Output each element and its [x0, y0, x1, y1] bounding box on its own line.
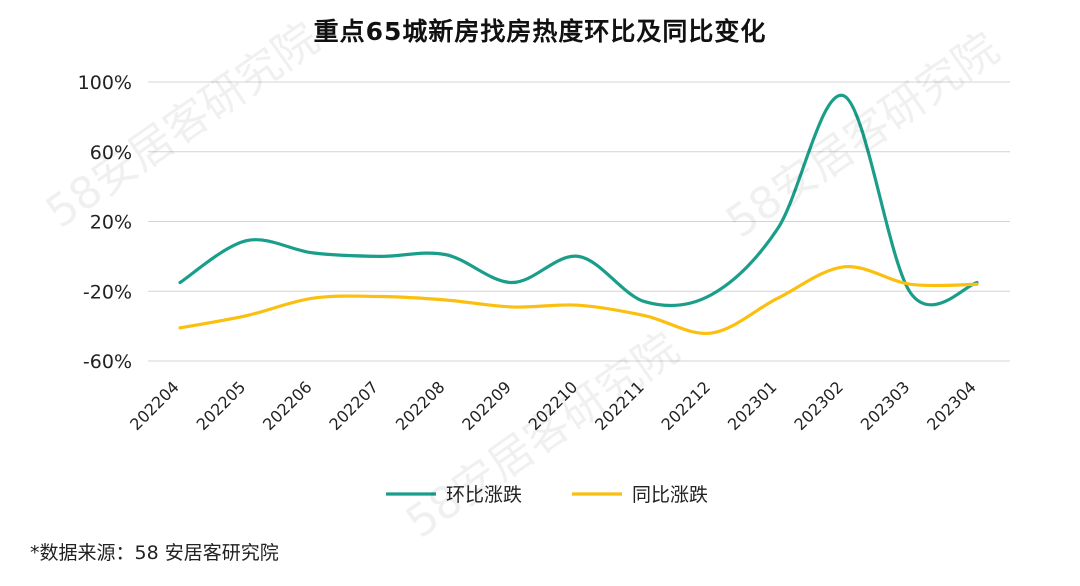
legend: 环比涨跌 同比涨跌 [386, 484, 708, 506]
y-tick-label: -60% [83, 351, 132, 373]
series-line [178, 93, 979, 308]
y-tick-label: 20% [90, 212, 132, 234]
x-tick-label: 202211 [591, 377, 648, 434]
x-tick-label: 202303 [857, 377, 914, 434]
x-tick-label: 202304 [923, 377, 980, 434]
x-tick-label: 202302 [790, 377, 847, 434]
legend-label: 同比涨跌 [632, 484, 708, 506]
x-axis-ticks: 202204 202205 202206 202207 202208 202209 2022… [126, 377, 980, 434]
y-tick-label: 60% [90, 142, 132, 164]
x-tick-label: 202208 [392, 377, 449, 434]
chart-title: 重点65城新房找房热度环比及同比变化 [313, 17, 767, 46]
series-line [178, 265, 979, 336]
y-axis-ticks: 100% 60% 20% -20% -60% [78, 72, 132, 373]
x-tick-label: 202212 [658, 377, 715, 434]
gridlines [148, 81, 1010, 362]
source-note: *数据来源：58 安居客研究院 [30, 542, 279, 564]
legend-label: 环比涨跌 [446, 484, 522, 506]
x-tick-label: 202204 [126, 377, 183, 434]
y-tick-label: -20% [83, 281, 132, 303]
x-tick-label: 202205 [193, 377, 250, 434]
y-tick-label: 100% [78, 72, 132, 94]
x-tick-label: 202207 [325, 377, 382, 434]
x-tick-label: 202206 [259, 377, 316, 434]
x-tick-label: 202301 [724, 377, 781, 434]
x-tick-label: 202209 [458, 377, 515, 434]
series-lines [178, 93, 979, 336]
x-tick-label: 202210 [525, 377, 582, 434]
